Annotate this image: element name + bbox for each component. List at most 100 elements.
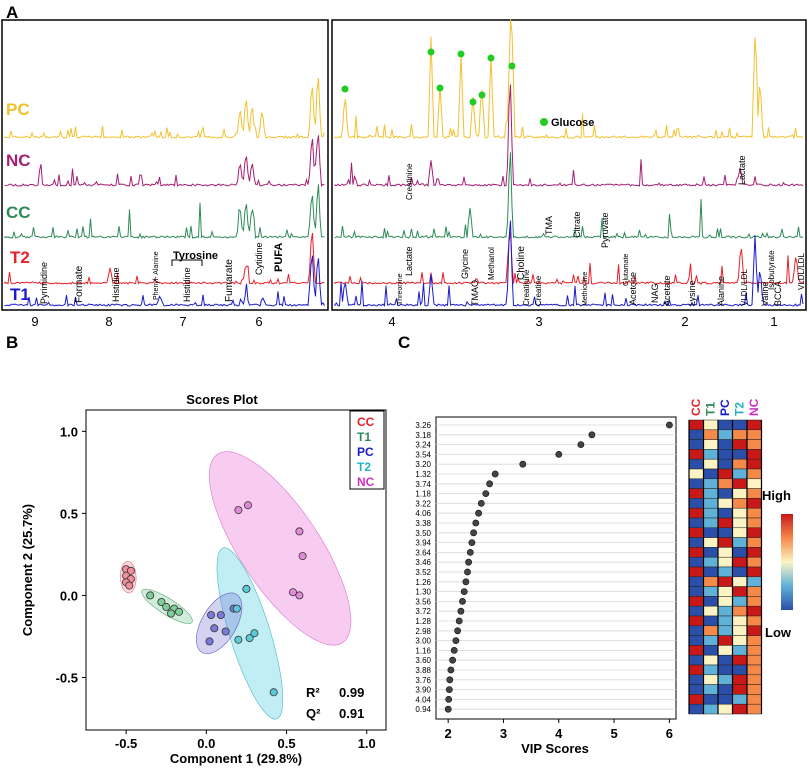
scores-legend: CC T1 PC T2 NC: [349, 410, 385, 490]
vip-row-label: 4.04: [415, 695, 431, 704]
heatmap-cell: [732, 674, 748, 685]
heatmap-cell: [717, 703, 733, 715]
vip-point: [666, 421, 673, 429]
heatmap-cell: [732, 498, 748, 509]
spectrum-nc-right: [334, 84, 804, 188]
vip-row-label: 1.18: [415, 490, 431, 499]
heatmap-cell: [703, 566, 719, 578]
group-label-cc: CC: [6, 203, 31, 222]
vip-point: [491, 470, 499, 478]
heatmap-cell: [688, 625, 704, 636]
heatmap-cell: [703, 547, 719, 558]
glucose-star-icon: [436, 84, 444, 92]
heatmap-cell: [688, 635, 704, 646]
heatmap-cell: [717, 615, 733, 627]
heatmap-column-header: CC: [689, 398, 703, 416]
group-label-t1: T1: [10, 285, 30, 304]
peak-label: Glutamate: [623, 254, 630, 286]
vip-x-tick-label: 3: [500, 726, 507, 741]
heatmap-cell: [732, 478, 748, 489]
heatmap-cell: [717, 458, 733, 470]
heatmap-cell: [746, 684, 762, 695]
q2-label: Q²: [306, 706, 321, 721]
score-point-pc: [207, 611, 216, 620]
vip-row-label: 1.30: [415, 588, 431, 597]
heatmap-cell: [717, 449, 733, 460]
peak-label: Alanine: [716, 276, 726, 306]
heatmap-cell: [688, 674, 704, 685]
heatmap-column-header: NC: [747, 398, 761, 416]
y-tick-label: 1.0: [60, 424, 78, 439]
heatmap-cell: [732, 556, 748, 568]
vip-row-label: 3.18: [415, 431, 431, 440]
heatmap-cell: [746, 478, 762, 489]
heatmap-cell: [688, 654, 704, 666]
glucose-star-icon: [508, 62, 516, 70]
heatmap-cell: [703, 635, 719, 646]
score-point-t2: [269, 688, 278, 697]
heatmap-cell: [732, 605, 748, 617]
vip-row-label: 3.52: [415, 568, 431, 577]
heatmap-cell: [703, 684, 719, 695]
heatmap-cell: [703, 674, 719, 685]
vip-row-label: 1.32: [415, 470, 431, 479]
heatmap-cell: [732, 625, 748, 636]
vip-point: [588, 431, 596, 439]
left-axis-tick: 9: [31, 314, 38, 329]
vip-point: [446, 676, 454, 684]
y-tick-label: -0.5: [56, 670, 78, 685]
heatmap-cell: [746, 507, 762, 519]
heatmap-cell: [688, 429, 704, 440]
color-scale-high: High: [762, 488, 791, 503]
tyrosine-bracket: [171, 259, 203, 266]
vip-row-label: 3.20: [415, 460, 431, 469]
heatmap-cell: [732, 419, 748, 431]
heatmap-cell: [688, 586, 704, 597]
heatmap-cell: [732, 458, 748, 470]
vip-rows: 3.263.183.243.543.201.323.741.183.224.06…: [415, 421, 676, 714]
x-tick-label: 1.0: [358, 736, 376, 751]
scores-x-axis-label: Component 1 (29.8%): [170, 751, 302, 766]
heatmap-cell: [732, 586, 748, 597]
heatmap-cell: [732, 645, 748, 656]
score-point-t2: [245, 634, 254, 643]
heatmap-cell: [732, 664, 748, 676]
heatmap-cell: [732, 507, 748, 519]
peak-label: Fumarate: [224, 259, 235, 302]
scores-plot-title: Scores Plot: [186, 392, 258, 407]
peak-label: TMAO: [470, 280, 480, 306]
vip-x-tick-label: 5: [610, 726, 617, 741]
score-point-t1: [166, 609, 175, 618]
heatmap-cell: [732, 635, 748, 646]
heatmap-cell: [703, 458, 719, 470]
heatmap-cell: [703, 664, 719, 676]
peak-label: Methionine: [582, 272, 589, 306]
scores-x-ticks: -0.5 0.0 0.5 1.0: [115, 730, 376, 751]
heatmap-cell: [717, 478, 733, 489]
group-label-pc: PC: [6, 100, 30, 119]
heatmap-cell: [746, 635, 762, 646]
score-point-nc: [295, 527, 304, 536]
heatmap-cell: [703, 468, 719, 480]
score-point-nc: [234, 506, 243, 515]
heatmap-cell: [688, 478, 704, 489]
score-point-pc: [216, 611, 225, 620]
vip-point: [466, 549, 474, 556]
right-axis-tick: 4: [388, 314, 395, 329]
heatmap-cell: [746, 615, 762, 627]
heatmap-cell: [688, 458, 704, 470]
panel-a-right-frame: [331, 19, 807, 311]
peak-label: Glycine: [460, 249, 470, 279]
peak-label: Pyruvate: [600, 212, 610, 248]
heatmap-cell: [717, 468, 733, 480]
heatmap-cell: [703, 517, 719, 529]
vip-row-label: 3.76: [415, 676, 431, 685]
heatmap-cell: [746, 703, 762, 715]
peak-label: Isobutyrate: [767, 250, 776, 290]
heatmap-cell: [732, 517, 748, 529]
heatmap-cell: [717, 419, 733, 431]
heatmap-cell: [703, 478, 719, 489]
color-scale-low: Low: [765, 625, 792, 640]
score-point-t1: [162, 602, 171, 611]
